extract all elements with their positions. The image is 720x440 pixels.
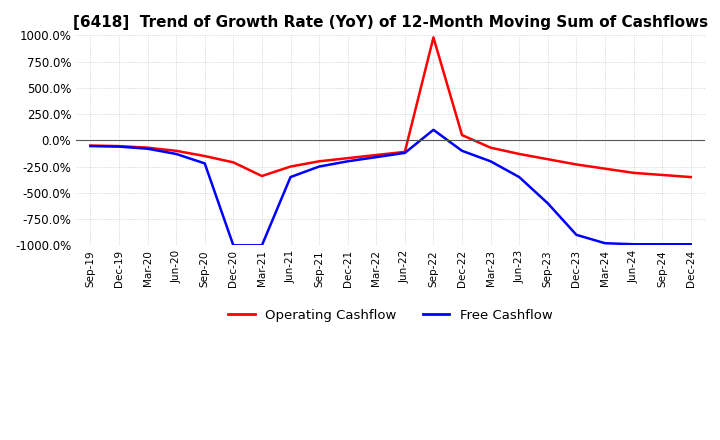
Title: [6418]  Trend of Growth Rate (YoY) of 12-Month Moving Sum of Cashflows: [6418] Trend of Growth Rate (YoY) of 12-… [73, 15, 708, 30]
Legend: Operating Cashflow, Free Cashflow: Operating Cashflow, Free Cashflow [223, 303, 558, 327]
